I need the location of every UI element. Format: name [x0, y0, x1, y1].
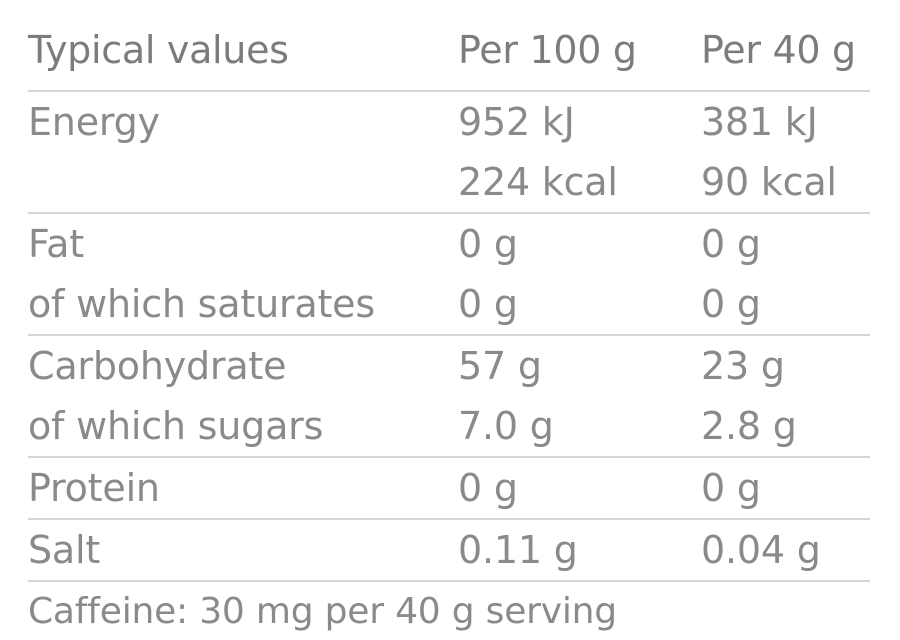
per-100g-value: 57 g 7.0 g — [458, 336, 701, 456]
per-40g-value: 381 kJ 90 kcal — [701, 92, 870, 212]
row-label-line: of which saturates — [28, 282, 375, 326]
header-typical-values: Typical values — [28, 28, 289, 72]
value-line: 23 g — [701, 344, 785, 388]
row-label: Protein — [28, 458, 458, 518]
value-line: 7.0 g — [458, 404, 554, 448]
nutrition-table: Typical values Per 100 g Per 40 g Energy… — [28, 24, 870, 582]
per-40g-value: 0 g 0 g — [701, 214, 870, 334]
row-label-line: of which sugars — [28, 404, 324, 448]
value-line: 0 g — [458, 222, 518, 266]
table-row-carbohydrate: Carbohydrate of which sugars 57 g 7.0 g … — [28, 336, 870, 458]
row-label-line: Protein — [28, 466, 160, 510]
table-row-fat: Fat of which saturates 0 g 0 g 0 g 0 g — [28, 214, 870, 336]
value-line: 0.04 g — [701, 528, 821, 572]
row-label: Salt — [28, 520, 458, 580]
per-100g-value: 0 g — [458, 458, 701, 518]
value-line: 0 g — [701, 282, 761, 326]
row-label-line: Energy — [28, 100, 160, 144]
value-line: 2.8 g — [701, 404, 797, 448]
value-line: 0.11 g — [458, 528, 578, 572]
row-label-line: Carbohydrate — [28, 344, 287, 388]
caffeine-footnote: Caffeine: 30 mg per 40 g serving — [28, 591, 617, 632]
value-line: 381 kJ — [701, 100, 818, 144]
value-line: 0 g — [458, 282, 518, 326]
table-row-salt: Salt 0.11 g 0.04 g — [28, 520, 870, 582]
value-line: 0 g — [701, 222, 761, 266]
per-40g-value: 23 g 2.8 g — [701, 336, 870, 456]
value-line: 90 kcal — [701, 160, 837, 204]
row-label: Energy — [28, 92, 458, 212]
header-per-100g: Per 100 g — [458, 28, 637, 72]
header-per-40g: Per 40 g — [701, 28, 856, 72]
table-row-protein: Protein 0 g 0 g — [28, 458, 870, 520]
value-line: 57 g — [458, 344, 542, 388]
per-100g-value: 952 kJ 224 kcal — [458, 92, 701, 212]
row-label: Fat of which saturates — [28, 214, 458, 334]
row-label: Carbohydrate of which sugars — [28, 336, 458, 456]
row-label-line — [28, 152, 458, 212]
per-40g-value: 0 g — [701, 458, 870, 518]
row-label-line: Salt — [28, 528, 101, 572]
value-line: 0 g — [701, 466, 761, 510]
per-40g-value: 0.04 g — [701, 520, 870, 580]
per-100g-value: 0.11 g — [458, 520, 701, 580]
value-line: 952 kJ — [458, 100, 575, 144]
value-line: 0 g — [458, 466, 518, 510]
per-100g-value: 0 g 0 g — [458, 214, 701, 334]
value-line: 224 kcal — [458, 160, 618, 204]
row-label-line: Fat — [28, 222, 84, 266]
table-header-row: Typical values Per 100 g Per 40 g — [28, 24, 870, 92]
table-row-energy: Energy 952 kJ 224 kcal 381 kJ 90 kcal — [28, 92, 870, 214]
